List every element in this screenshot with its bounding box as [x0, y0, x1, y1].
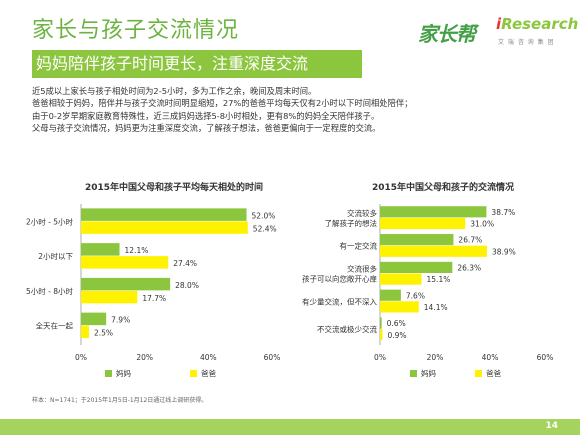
chart2-legend-label: 妈妈	[421, 368, 436, 378]
chart2-legend-label: 爸爸	[486, 368, 501, 378]
chart1-bar-mom	[81, 312, 107, 326]
intro-line: 父母与孩子交流情况，妈妈更为注重深度交流，了解孩子想法，爸爸更偏向于一定程度的交…	[32, 123, 381, 134]
chart1-data-label: 52.0%	[252, 211, 276, 220]
chart1-bar-mom	[81, 208, 247, 221]
chart2-bar-mom	[380, 206, 487, 218]
page-number: 14	[545, 421, 558, 431]
chart2-category-label: 孩子可以向您敞开心扉	[302, 274, 377, 284]
chart1-data-label: 2.5%	[94, 329, 113, 338]
chart2-category-label: 了解孩子的想法	[325, 218, 378, 228]
chart1-bar-dad	[81, 256, 169, 269]
chart1-category-label: 2小时以下	[38, 251, 73, 261]
chart2-data-label: 26.3%	[457, 264, 481, 273]
iresearch-logo-subtitle: 艾 瑞 咨 询 集 团	[498, 39, 555, 46]
chart1-data-label: 52.4%	[253, 224, 277, 233]
intro-line: 近5成以上家长与孩子相处时间为2-5小时，多为工作之余，晚间及周末时间。	[32, 86, 317, 96]
chart2-data-label: 15.1%	[427, 275, 451, 284]
chart1-tick-label: 40%	[200, 353, 217, 362]
chart2-data-label: 38.9%	[492, 247, 516, 256]
chart1-bar-dad	[81, 325, 89, 339]
intro-text: 近5成以上家长与孩子相处时间为2-5小时，多为工作之余，晚间及周末时间。 爸爸相…	[32, 85, 552, 135]
page-subtitle: 妈妈陪伴孩子时间更长，注重深度交流	[32, 50, 362, 78]
chart2-bar-mom	[380, 289, 401, 301]
chart1-bar-dad	[81, 290, 138, 304]
chart2-data-label: 14.1%	[424, 303, 448, 312]
chart2-tick-label: 20%	[427, 353, 444, 362]
chart2-legend-swatch-dad	[475, 370, 482, 377]
chart2-data-label: 38.7%	[491, 208, 515, 217]
chart1-data-label: 7.9%	[111, 316, 130, 325]
chart2-data-label: 26.7%	[458, 236, 482, 245]
jiazhangbang-logo: 家长帮	[418, 22, 476, 46]
iresearch-logo: iResearch	[496, 15, 578, 33]
intro-line: 由于0-2岁早期家庭教育特殊性，近三成妈妈选择5-8小时相处，更有8%的妈妈全天…	[32, 110, 380, 121]
chart1-legend-label: 妈妈	[116, 368, 131, 378]
chart1-title: 2015年中国父母和孩子平均每天相处的时间	[85, 183, 264, 193]
chart2-title: 2015年中国父母和孩子的交流情况	[372, 183, 515, 193]
chart2-bar-mom	[380, 234, 454, 246]
chart2-data-label: 31.0%	[470, 220, 494, 229]
chart1-bar-dad	[81, 221, 248, 234]
logo-research: Research	[501, 15, 579, 33]
chart1-data-label: 27.4%	[173, 259, 197, 268]
chart2-tick-label: 60%	[537, 353, 554, 362]
chart1-category-label: 全天在一起	[36, 321, 74, 331]
chart1-bar-mom	[81, 277, 171, 291]
chart2-bar-dad	[380, 217, 466, 230]
chart2-tick-label: 0%	[374, 353, 386, 362]
chart2-bar-dad	[380, 329, 383, 341]
chart1-tick-label: 0%	[75, 353, 87, 362]
sample-note: 样本：N=1741；于2015年1月5日-1月12日通过线上调研获得。	[32, 397, 208, 404]
page-footer-bar	[0, 419, 580, 435]
chart1-legend-swatch-dad	[190, 370, 197, 377]
chart2-data-label: 0.9%	[387, 331, 406, 340]
chart2-bar-dad	[380, 273, 422, 285]
chart2-data-label: 7.6%	[406, 291, 425, 300]
chart1-category-label: 5小时 - 8小时	[26, 286, 74, 296]
chart2-bar-mom	[380, 261, 453, 273]
chart1-data-label: 28.0%	[175, 281, 199, 290]
chart2-bar-mom	[380, 317, 382, 329]
chart2-category-label: 有少量交流，但不深入	[302, 296, 377, 306]
chart2-tick-label: 40%	[482, 353, 499, 362]
chart1-legend-swatch-mom	[105, 370, 112, 377]
chart1-legend-label: 爸爸	[201, 368, 216, 378]
chart2-category-label: 交流很多	[347, 264, 377, 274]
chart1-category-label: 2小时 - 5小时	[26, 216, 74, 226]
chart1-data-label: 12.1%	[125, 246, 149, 255]
chart2-data-label: 0.6%	[387, 319, 406, 328]
chart2-category-label: 不交流或极少交流	[317, 324, 377, 334]
chart2-legend-swatch-mom	[410, 370, 417, 377]
chart2-category-label: 交流较多	[347, 208, 377, 218]
chart2-bar-dad	[380, 245, 487, 257]
page-title: 家长与孩子交流情况	[32, 18, 240, 43]
chart1-data-label: 17.7%	[142, 294, 166, 303]
chart1-tick-label: 60%	[264, 353, 281, 362]
chart1-bar-mom	[81, 243, 120, 256]
chart2-category-label: 有一定交流	[340, 241, 378, 251]
intro-line: 爸爸相较于妈妈，陪伴并与孩子交流时间明显缩短，27%的爸爸平均每天仅有2小时以下…	[32, 98, 413, 109]
logo-i: i	[496, 15, 502, 33]
chart2-bar-dad	[380, 301, 419, 313]
chart1-tick-label: 20%	[136, 353, 153, 362]
